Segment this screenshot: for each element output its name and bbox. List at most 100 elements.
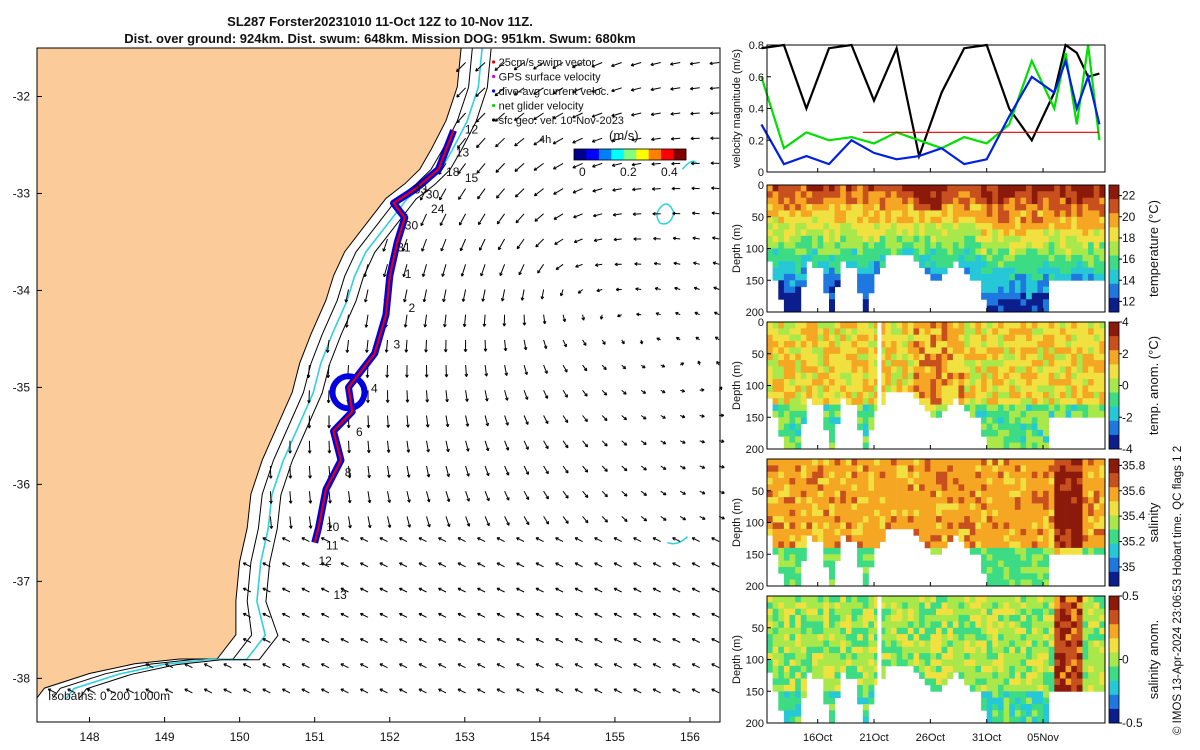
heatmap-cell — [885, 627, 892, 635]
heatmap-cell — [800, 398, 807, 405]
temperature-y-tick-label: 200 — [746, 307, 764, 319]
heatmap-cell — [1014, 478, 1021, 485]
velocity-arrow — [379, 663, 388, 669]
velocity-arrow-head — [663, 517, 667, 521]
velocity-arrow — [406, 465, 410, 478]
heatmap-cell — [772, 410, 779, 418]
velocity-arrow — [613, 688, 622, 694]
heatmap-cell — [874, 484, 880, 492]
heatmap-cell — [795, 404, 802, 412]
velocity-arrow-head — [456, 94, 460, 98]
heatmap-cell — [829, 484, 835, 492]
heatmap-cell — [1037, 490, 1044, 498]
velocity-arrow-head — [691, 537, 696, 541]
velocity-arrow — [640, 490, 647, 496]
velocity-arrow — [465, 390, 468, 402]
heatmap-cell — [862, 490, 869, 498]
heatmap-cell — [1054, 490, 1061, 498]
velocity-arrow-head — [477, 663, 481, 667]
velocity-arrow — [582, 440, 588, 448]
heatmap-cell — [789, 229, 796, 237]
heatmap-cell — [992, 672, 999, 679]
heatmap-cell — [1014, 602, 1021, 610]
heatmap-cell — [840, 197, 847, 205]
velocity-arrow — [321, 638, 330, 643]
velocity-arrow-head — [594, 612, 598, 617]
heatmap-cell — [874, 366, 880, 374]
velocity-arrow — [379, 562, 388, 568]
heatmap-cell — [930, 528, 937, 536]
velocity-arrow-head — [573, 214, 577, 219]
heatmap-cell — [992, 410, 999, 418]
heatmap-cell — [936, 646, 942, 654]
velocity-arrow — [613, 613, 622, 618]
heatmap-cell — [1003, 292, 1010, 300]
heatmap-cell — [1014, 621, 1021, 629]
heatmap-cell — [919, 484, 926, 492]
heatmap-cell — [1026, 328, 1033, 336]
velocity-arrow-head — [571, 64, 576, 69]
heatmap-cell — [998, 490, 1004, 498]
heatmap-cell — [1071, 634, 1078, 641]
heatmap-cell — [958, 353, 965, 361]
heatmap-cell — [1043, 659, 1049, 667]
velocity-arrow — [456, 112, 466, 123]
heatmap-cell — [986, 273, 993, 281]
heatmap-cell — [1026, 554, 1033, 562]
heatmap-cell — [1082, 341, 1089, 348]
heatmap-cell — [907, 659, 914, 667]
velocity-arrow — [633, 663, 642, 669]
salinity-colorbar-tick-label: 35.8 — [1122, 458, 1146, 472]
velocity-arrow-head — [555, 638, 559, 642]
heatmap-cell — [964, 535, 971, 542]
velocity-arrow-head — [682, 440, 686, 444]
heatmap-cell — [992, 579, 999, 587]
heatmap-cell — [981, 697, 988, 705]
heatmap-cell — [812, 665, 819, 673]
heatmap-cell — [1048, 248, 1055, 256]
heatmap-cell — [1020, 261, 1027, 268]
heatmap-cell — [857, 653, 864, 660]
velocity-arrow — [523, 490, 530, 500]
velocity-arrow — [418, 537, 427, 543]
velocity-arrow — [670, 112, 681, 115]
velocity-arrow — [496, 587, 505, 593]
heatmap-cell — [829, 410, 835, 418]
track-day-label: 18 — [446, 165, 460, 179]
heatmap-cell — [1026, 567, 1033, 574]
velocity-arrow-head — [475, 68, 479, 72]
velocity-arrow — [403, 289, 408, 303]
map-x-tick-label: 148 — [80, 730, 100, 744]
heatmap-cell — [930, 497, 937, 504]
heatmap-cell — [1037, 267, 1044, 275]
heatmap-cell — [919, 653, 926, 660]
heatmap-cell — [930, 360, 937, 367]
heatmap-cell — [1065, 659, 1072, 667]
heatmap-cell — [795, 653, 802, 660]
heatmap-cell — [1043, 242, 1049, 249]
heatmap-cell — [992, 704, 999, 711]
heatmap-cell — [834, 528, 841, 536]
heatmap-cell — [1048, 602, 1055, 610]
velocity-arrow — [572, 162, 583, 169]
heatmap-cell — [1076, 398, 1083, 405]
heatmap-cell — [1009, 404, 1016, 412]
heatmap-cell — [1009, 535, 1016, 542]
velocity-arrow — [672, 537, 681, 543]
velocity-arrow-head — [418, 638, 423, 642]
heatmap-cell — [1026, 385, 1033, 393]
heatmap-cell — [874, 615, 880, 622]
velocity-arrow — [521, 289, 525, 301]
heatmap-cell — [823, 615, 830, 622]
heatmap-cell — [795, 535, 802, 542]
heatmap-cell — [992, 423, 999, 431]
heatmap-cell — [817, 261, 824, 268]
heatmap-cell — [1093, 347, 1100, 355]
heatmap-cell — [1043, 273, 1049, 281]
heatmap-cell — [1059, 398, 1066, 405]
heatmap-cell — [1099, 516, 1106, 523]
velocity-arrow-head — [438, 612, 442, 617]
heatmap-cell — [823, 535, 830, 542]
heatmap-cell — [1026, 299, 1033, 306]
